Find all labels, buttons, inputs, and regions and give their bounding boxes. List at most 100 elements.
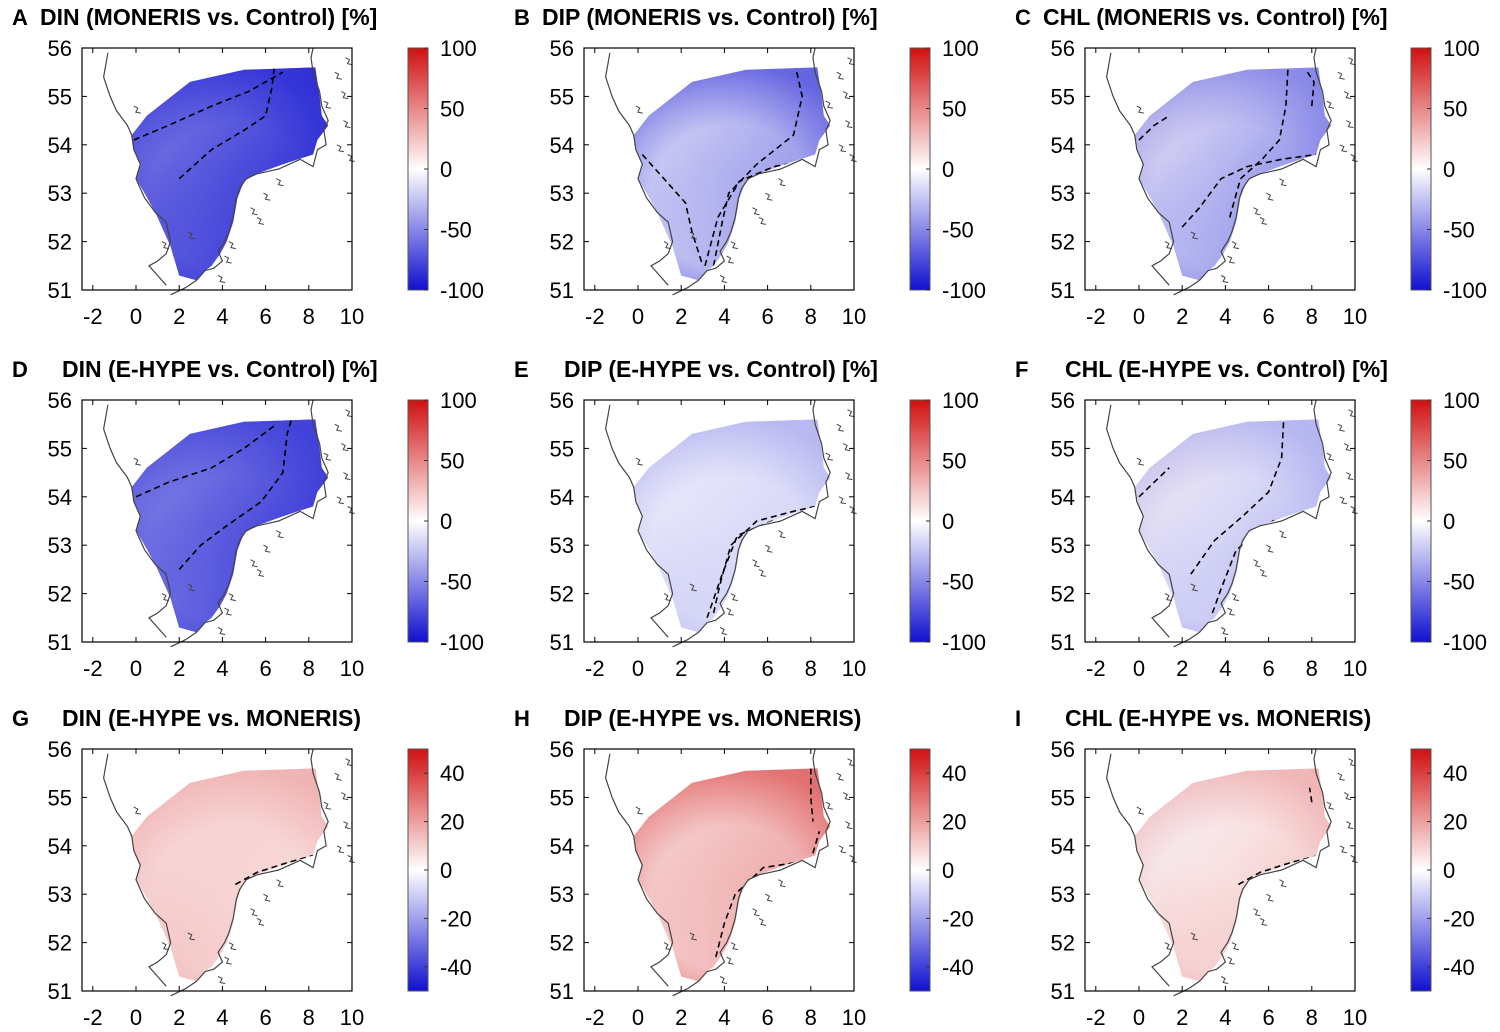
colorbar-tick-label: -50 xyxy=(942,218,974,243)
colorbar xyxy=(910,749,930,991)
panel-title: DIP (MONERIS vs. Control) [%] xyxy=(542,4,878,30)
y-tick-label: 51 xyxy=(550,979,574,1004)
y-tick-label: 53 xyxy=(550,181,574,206)
x-tick-label: 8 xyxy=(303,1005,315,1030)
coastline-detail xyxy=(336,496,344,505)
panel-letter: G xyxy=(12,706,29,731)
y-tick-label: 52 xyxy=(48,582,72,607)
colorbar-tick-label: 20 xyxy=(942,810,966,835)
y-tick-label: 55 xyxy=(1051,785,1075,810)
colorbar-tick-label: -20 xyxy=(440,906,472,931)
colorbar-tick-label: -50 xyxy=(1443,218,1475,243)
colorbar-tick-label: -20 xyxy=(942,906,974,931)
coastline-detail xyxy=(256,568,265,577)
coastline-detail xyxy=(778,178,786,187)
x-tick-label: -2 xyxy=(83,656,103,681)
colorbar xyxy=(1411,400,1431,642)
colorbar-tick-label: -50 xyxy=(1443,570,1475,595)
coastline-detail xyxy=(845,821,853,830)
coastline-detail xyxy=(217,976,226,984)
coastline-detail xyxy=(663,241,671,250)
coastline-detail xyxy=(1348,57,1356,66)
colorbar-tick-label: 100 xyxy=(1443,388,1480,413)
x-tick-label: 2 xyxy=(675,656,687,681)
x-tick-label: 4 xyxy=(718,304,730,329)
colorbar-tick-label: 50 xyxy=(1443,97,1467,122)
coastline-uk xyxy=(1105,753,1175,987)
y-tick-label: 54 xyxy=(550,834,574,859)
x-tick-label: 4 xyxy=(1219,656,1231,681)
contour-line xyxy=(135,423,277,498)
x-tick-label: -2 xyxy=(585,656,605,681)
y-tick-label: 56 xyxy=(48,737,72,762)
y-tick-label: 54 xyxy=(48,133,72,158)
coastline-detail xyxy=(719,627,728,635)
x-tick-label: 0 xyxy=(1133,1005,1145,1030)
x-tick-label: 6 xyxy=(259,1005,271,1030)
y-tick-label: 52 xyxy=(48,931,72,956)
coastline-continent xyxy=(1173,748,1332,997)
x-tick-label: 8 xyxy=(805,656,817,681)
x-tick-label: 6 xyxy=(259,304,271,329)
coastline-detail xyxy=(228,942,236,951)
coastline-detail xyxy=(635,105,643,114)
colorbar xyxy=(910,400,930,642)
coastline-detail xyxy=(224,255,232,264)
coastline-detail xyxy=(765,893,773,902)
coastline-detail xyxy=(663,942,671,951)
coastline-detail xyxy=(334,772,342,781)
colorbar-tick-label: 40 xyxy=(440,761,464,786)
coastline-detail xyxy=(1136,457,1144,466)
coastline-detail xyxy=(752,559,760,568)
coastline-detail xyxy=(1339,845,1347,854)
coastline-detail xyxy=(752,908,760,917)
panel-title: DIP (E-HYPE vs. MONERIS) xyxy=(564,705,861,731)
coastline-detail xyxy=(276,530,284,539)
y-tick-label: 53 xyxy=(1051,533,1075,558)
map-frame xyxy=(1084,47,1356,291)
coastline-detail xyxy=(1279,530,1287,539)
coastline-detail xyxy=(730,942,738,951)
coastline-detail xyxy=(340,792,349,801)
x-tick-label: 4 xyxy=(718,656,730,681)
y-tick-label: 56 xyxy=(550,36,574,61)
x-tick-label: 2 xyxy=(1176,1005,1188,1030)
coastline-detail xyxy=(263,893,271,902)
x-tick-label: 4 xyxy=(216,1005,228,1030)
coastline-detail xyxy=(845,472,853,481)
colorbar-tick-label: 20 xyxy=(440,810,464,835)
colorbar-tick-label: 0 xyxy=(942,157,954,182)
coastline-detail xyxy=(256,216,265,225)
coastline-detail xyxy=(1164,942,1172,951)
map-frame xyxy=(583,47,855,291)
y-tick-label: 53 xyxy=(550,533,574,558)
colorbar-tick-label: 0 xyxy=(440,509,452,534)
y-tick-label: 56 xyxy=(1051,36,1075,61)
y-tick-label: 52 xyxy=(1051,931,1075,956)
coastline-detail xyxy=(187,932,195,941)
x-tick-label: 0 xyxy=(632,304,644,329)
x-tick-label: 2 xyxy=(1176,656,1188,681)
coastline-detail xyxy=(250,559,258,568)
coastline-detail xyxy=(778,530,786,539)
coastline-detail xyxy=(187,583,195,592)
coastline-detail xyxy=(345,57,353,66)
coastline-detail xyxy=(1266,544,1274,553)
contour-line xyxy=(810,768,814,822)
coastline-detail xyxy=(1326,801,1334,810)
coastline-detail xyxy=(133,806,141,815)
panel-b: -2 0 2 4 6 8 10 56 55 54 53 52 51 B DIP (MONERIS vs. C… xyxy=(514,4,986,329)
coastline-detail xyxy=(256,917,265,926)
colorbar xyxy=(1411,749,1431,991)
contour-line xyxy=(235,854,314,886)
coastline-detail xyxy=(1337,71,1345,80)
coastline-detail xyxy=(825,100,833,109)
panel-letter: I xyxy=(1015,706,1021,731)
coastline-detail xyxy=(343,120,351,129)
coastline-uk xyxy=(1105,52,1175,286)
coastline-continent xyxy=(672,47,831,296)
coastline-uk xyxy=(102,52,172,286)
contour-line xyxy=(1138,467,1170,498)
y-tick-label: 55 xyxy=(550,785,574,810)
colorbar-tick-label: 100 xyxy=(1443,36,1480,61)
